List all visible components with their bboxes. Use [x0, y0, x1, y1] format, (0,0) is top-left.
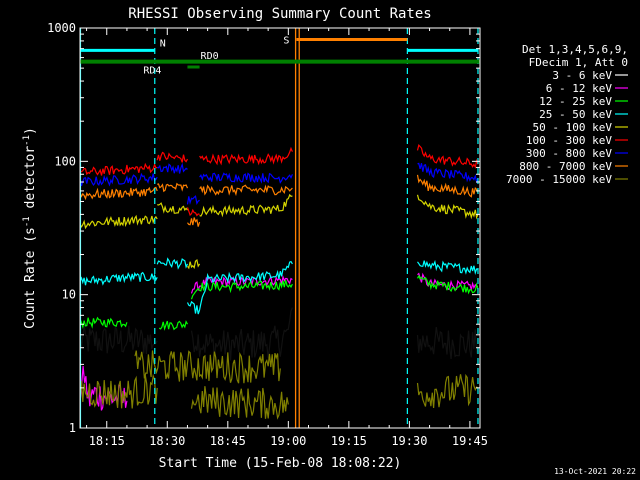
y-tick-label: 10 — [62, 288, 76, 302]
series-line — [79, 316, 128, 329]
series-300-800kev — [79, 162, 479, 205]
legend: Det 1,3,4,5,6,9,FDecim 1, Att 03 - 6 keV… — [506, 43, 628, 186]
legend-label: 12 - 25 keV — [539, 95, 612, 108]
series-line — [199, 184, 293, 197]
y-axis-label-part: Count Rate (s — [23, 227, 38, 329]
series-group — [79, 144, 479, 420]
series-line — [190, 386, 289, 420]
y-axis-label: Count Rate (s-1 detector-1) — [22, 127, 38, 329]
series-line — [158, 320, 189, 331]
y-axis-label-part: -1 — [22, 216, 32, 227]
decim-label: RD0 — [201, 51, 219, 62]
series-line — [417, 259, 479, 275]
legend-label: 7000 - 15000 keV — [506, 173, 612, 186]
series-line — [79, 271, 158, 286]
series-3-6kev — [79, 307, 479, 361]
legend-label: 6 - 12 keV — [546, 82, 613, 95]
series-line — [79, 214, 158, 230]
x-tick-label: 18:45 — [210, 434, 246, 448]
series-line — [79, 172, 158, 187]
series-line — [199, 193, 293, 218]
legend-label: 300 - 800 keV — [526, 147, 612, 160]
series-50-100kev — [79, 193, 479, 270]
series-25-50kev — [79, 257, 479, 315]
x-axis-label: Start Time (15-Feb-08 18:08:22) — [159, 456, 402, 471]
y-axis: 1 10 100 1000 — [47, 21, 480, 435]
y-axis-label-part: ) — [23, 127, 38, 135]
marker-group: N RD4 RD0 S — [79, 28, 480, 428]
y-tick-label: 100 — [54, 154, 76, 168]
series-line — [134, 350, 281, 384]
y-tick-label: 1 — [69, 421, 76, 435]
series-line — [416, 174, 479, 198]
series-line — [190, 280, 293, 300]
series-line — [186, 207, 200, 217]
series-line — [157, 182, 189, 193]
legend-header: FDecim 1, Att 0 — [529, 56, 628, 69]
series-line — [186, 260, 293, 315]
x-tick-label: 19:00 — [270, 434, 306, 448]
x-tick-label: 18:30 — [149, 434, 185, 448]
chart-title: RHESSI Observing Summary Count Rates — [128, 6, 431, 22]
series-line — [187, 217, 201, 227]
series-800-7000kev — [79, 174, 479, 227]
decim-label: RD4 — [143, 66, 161, 77]
legend-label: 3 - 6 keV — [552, 69, 612, 82]
x-tick-label: 19:30 — [391, 434, 427, 448]
series-line — [190, 307, 293, 361]
y-tick-label: 1000 — [47, 21, 76, 35]
series-line — [190, 274, 293, 294]
series-line — [199, 172, 293, 184]
series-line — [79, 324, 158, 355]
series-line — [186, 195, 200, 205]
series-line — [156, 257, 189, 270]
x-tick-label: 19:45 — [452, 434, 488, 448]
series-line — [79, 162, 158, 176]
y-axis-label-part: -1 — [22, 135, 32, 146]
series-line — [417, 162, 479, 184]
legend-header: Det 1,3,4,5,6,9, — [522, 43, 628, 56]
legend-label: 50 - 100 keV — [533, 121, 613, 134]
series-100-300kev — [79, 144, 479, 217]
x-tick-label: 19:15 — [331, 434, 367, 448]
series-line — [416, 327, 479, 359]
legend-label: 800 - 7000 keV — [519, 160, 612, 173]
x-axis: 18:15 18:30 18:45 19:00 19:15 19:30 19:45 — [86, 28, 488, 448]
footer-date: 13-Oct-2021 20:22 — [554, 467, 636, 476]
legend-label: 100 - 300 keV — [526, 134, 612, 147]
series-7000-15000kev — [79, 350, 479, 420]
x-tick-label: 18:15 — [89, 434, 125, 448]
series-line — [187, 259, 201, 270]
series-12-25kev — [79, 274, 479, 331]
series-line — [79, 186, 158, 201]
y-axis-label-part: detector — [23, 146, 38, 217]
s-label: S — [283, 35, 289, 46]
series-line — [79, 373, 158, 409]
series-line — [156, 151, 189, 163]
series-line — [157, 162, 188, 174]
series-line — [199, 146, 293, 166]
legend-label: 25 - 50 keV — [539, 108, 612, 121]
series-line — [416, 144, 479, 169]
saa-label: N — [160, 38, 166, 49]
plot-frame — [79, 27, 481, 429]
series-line — [416, 194, 479, 220]
series-line — [416, 274, 479, 295]
series-line — [416, 373, 479, 409]
series-line — [157, 202, 188, 214]
